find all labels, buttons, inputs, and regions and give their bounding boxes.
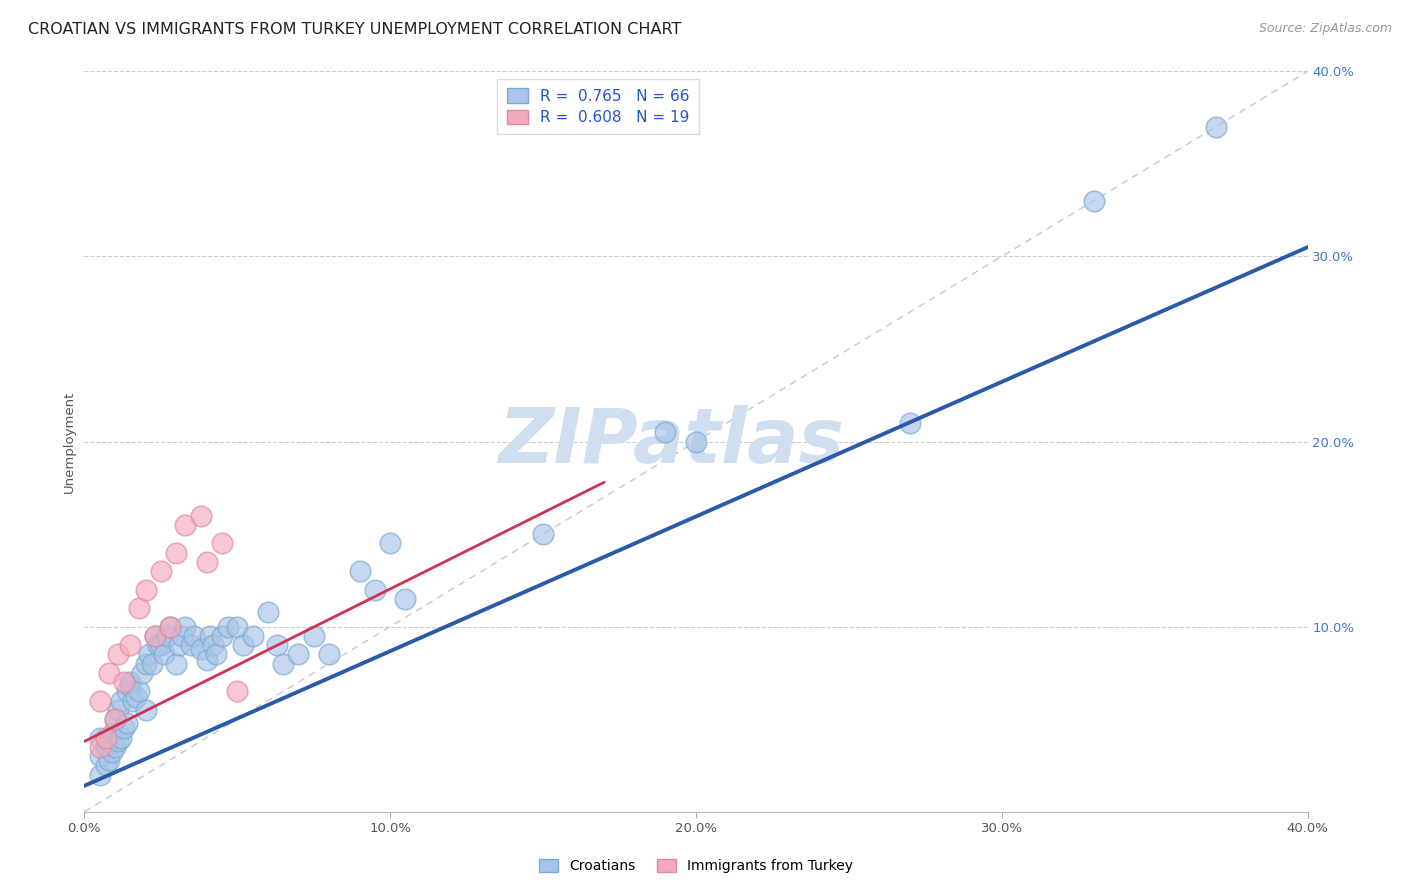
Point [159,619,181,633]
Point [94,731,117,745]
Point [89,739,111,754]
Point [165,545,187,560]
Point [112,675,135,690]
Point [135,703,157,717]
Point [318,648,340,662]
Point [380,536,402,550]
Point [167,638,190,652]
Point [242,629,264,643]
Point [898,416,921,430]
Point [232,638,254,652]
Point [115,684,138,698]
Point [120,679,142,693]
Point [531,527,554,541]
Point [146,638,169,652]
Point [89,731,111,745]
Point [174,619,197,633]
Point [115,715,138,730]
Point [183,629,205,643]
Point [122,694,145,708]
Point [174,517,197,532]
Point [128,684,150,698]
Point [149,564,172,578]
Point [180,638,202,652]
Point [97,753,120,767]
Point [143,629,166,643]
Point [107,703,129,717]
Point [201,638,224,652]
Point [266,638,288,652]
Point [101,727,124,741]
Point [195,555,218,569]
Point [156,629,179,643]
Point [104,712,127,726]
Point [131,665,153,680]
Point [287,648,309,662]
Point [165,657,187,671]
Point [104,712,127,726]
Point [97,734,120,748]
Point [394,591,416,606]
Point [149,638,172,652]
Point [128,601,150,615]
Point [135,657,157,671]
Point [89,749,111,764]
Point [112,722,135,736]
Point [257,605,280,619]
Point [190,508,212,523]
Point [135,582,157,597]
Point [190,641,212,656]
Point [104,739,127,754]
Point [97,665,120,680]
Point [138,648,160,662]
Point [211,536,233,550]
Point [110,731,132,745]
Point [195,653,218,667]
Point [205,648,228,662]
Point [1083,194,1105,208]
Point [94,739,117,754]
Point [153,648,176,662]
Point [198,629,221,643]
Point [110,694,132,708]
Point [654,425,676,440]
Point [226,684,249,698]
Legend: Croatians, Immigrants from Turkey: Croatians, Immigrants from Turkey [533,854,859,879]
Point [226,619,249,633]
Point [94,758,117,772]
Point [107,648,129,662]
Point [141,657,163,671]
Point [211,629,233,643]
Point [89,767,111,781]
Point [364,582,387,597]
Point [159,619,181,633]
Point [271,657,294,671]
Point [143,629,166,643]
Text: Source: ZipAtlas.com: Source: ZipAtlas.com [1258,22,1392,36]
Point [120,638,142,652]
Point [101,746,124,760]
Y-axis label: Unemployment: Unemployment [63,391,76,492]
Point [125,690,148,704]
Point [302,629,325,643]
Point [349,564,371,578]
Text: ZIPatlas: ZIPatlas [499,405,845,478]
Text: CROATIAN VS IMMIGRANTS FROM TURKEY UNEMPLOYMENT CORRELATION CHART: CROATIAN VS IMMIGRANTS FROM TURKEY UNEMP… [28,22,682,37]
Point [1205,120,1227,134]
Point [685,434,707,449]
Point [89,694,111,708]
Point [172,629,194,643]
Point [217,619,239,633]
Point [107,734,129,748]
Point [120,675,142,690]
